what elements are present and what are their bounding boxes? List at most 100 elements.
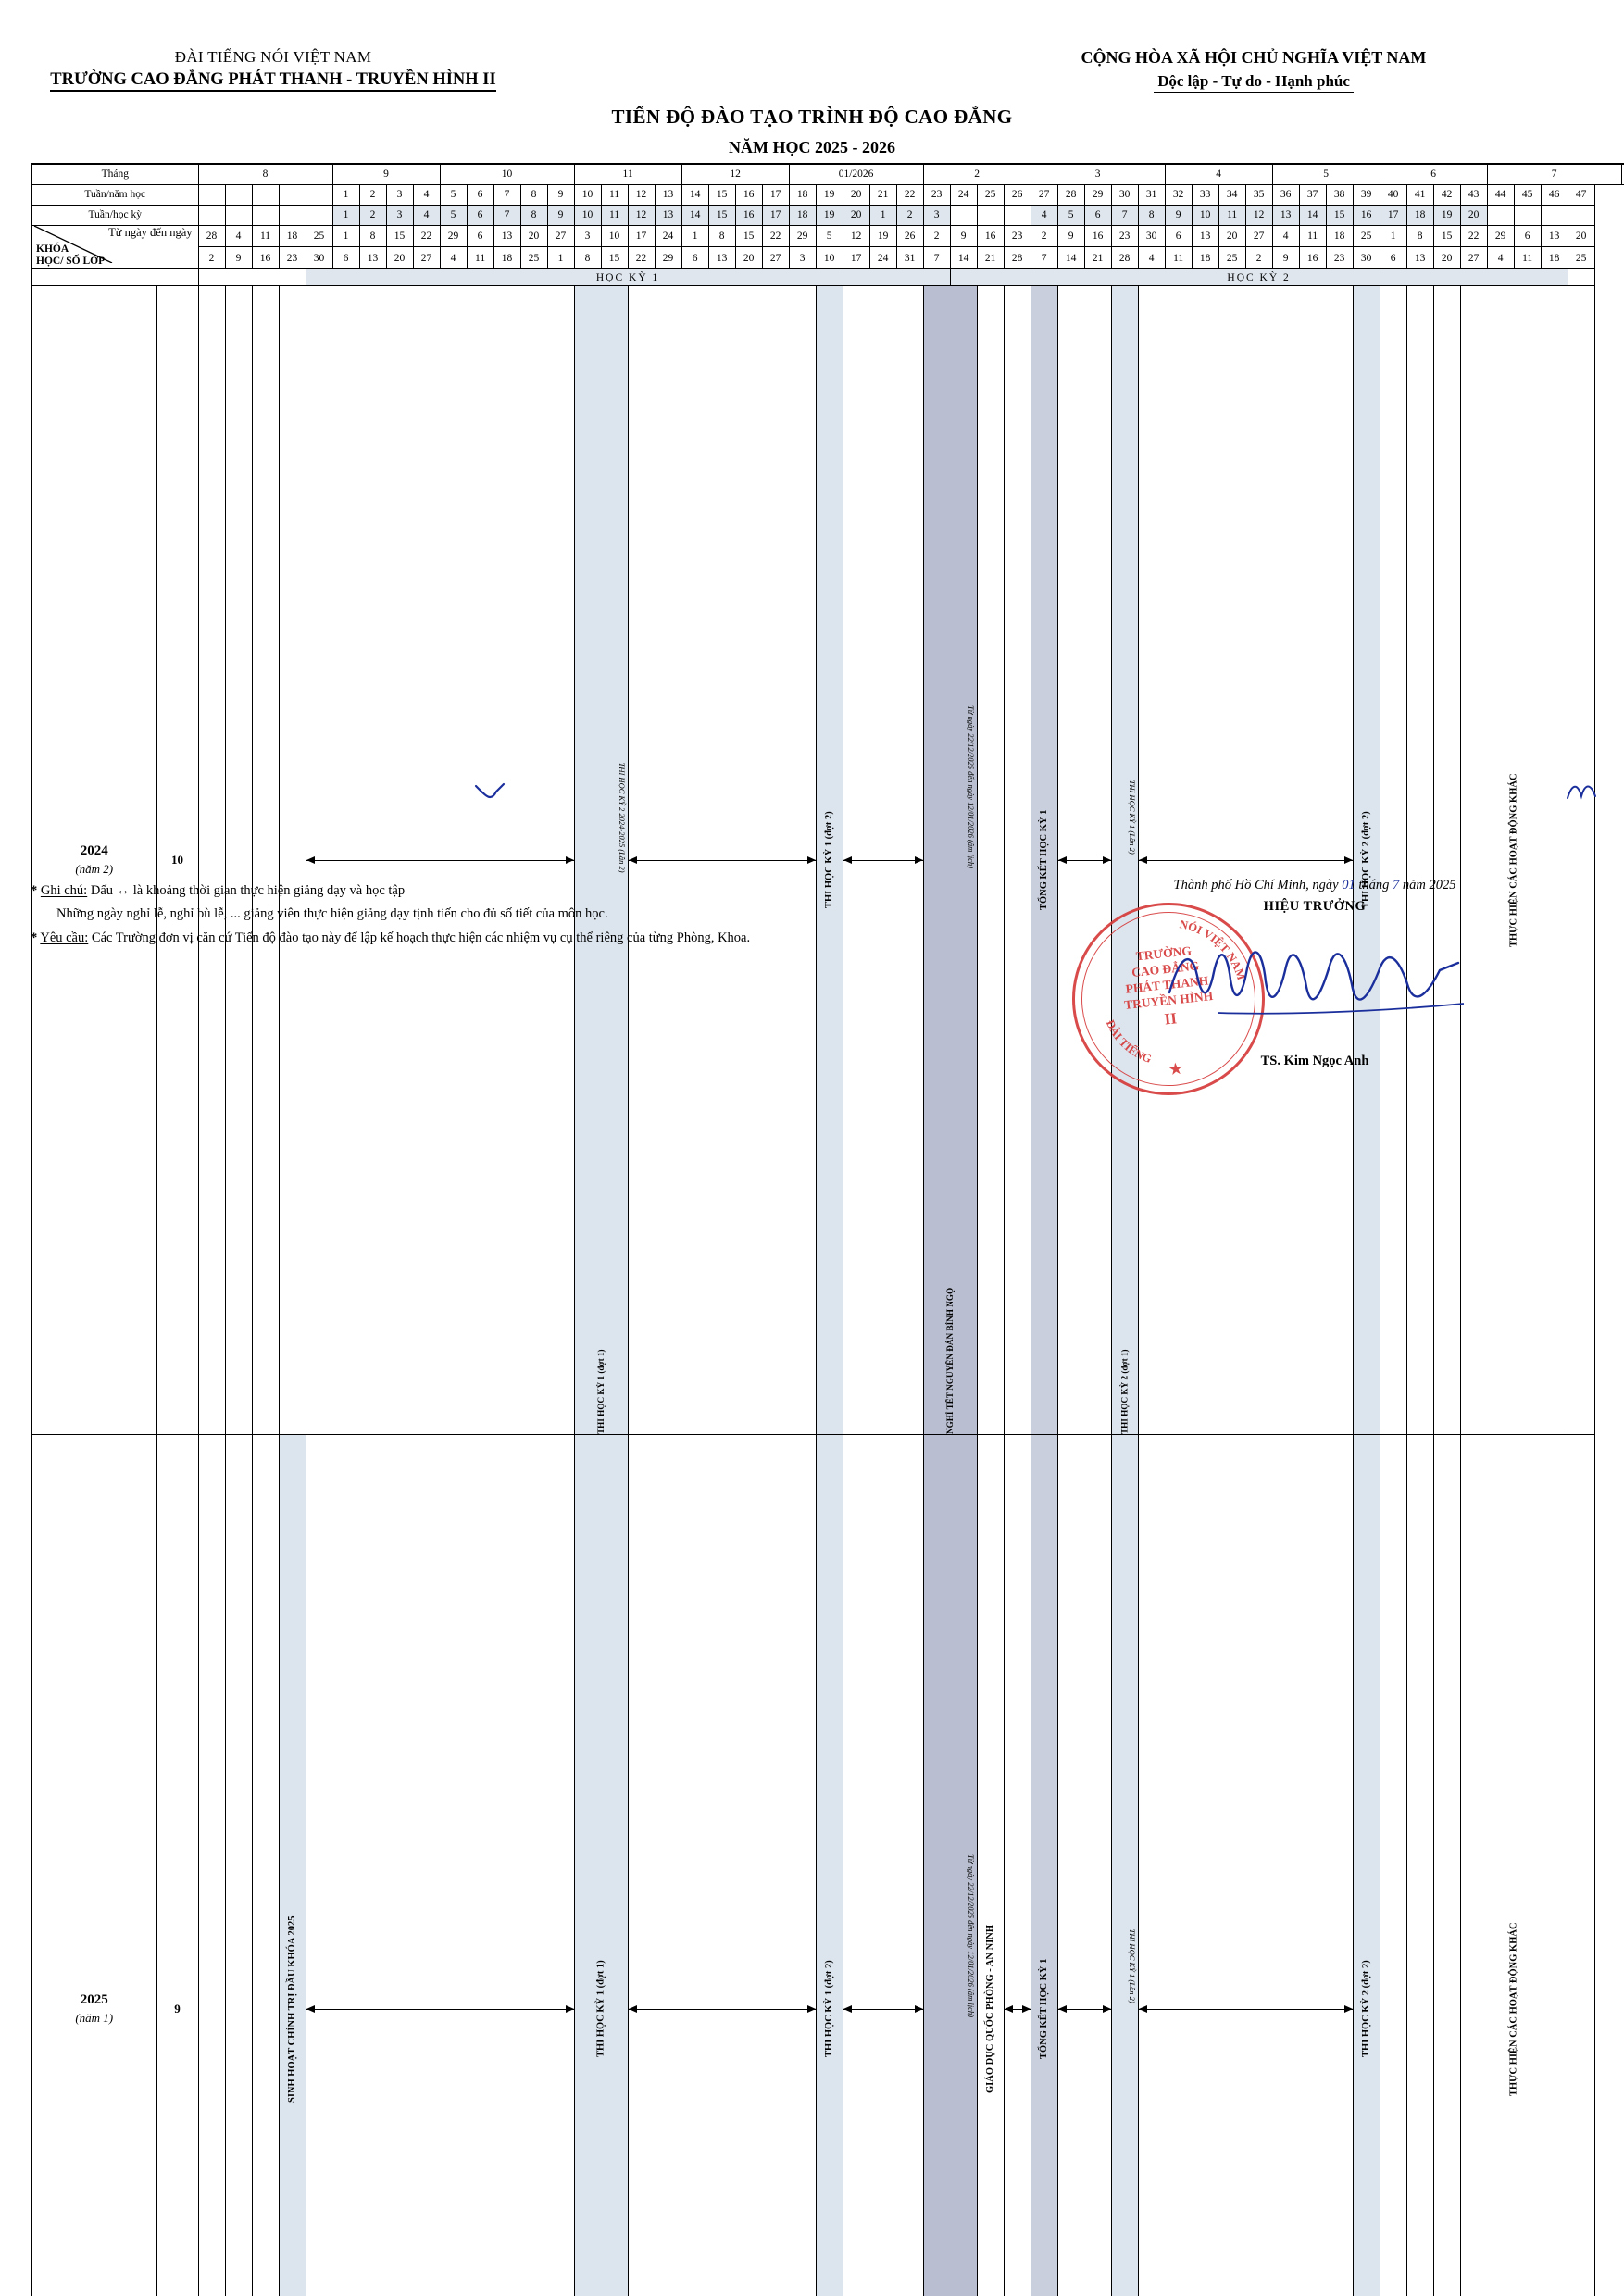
week-of-term-cell: 16	[1353, 205, 1380, 225]
week-of-term-cell	[1541, 205, 1568, 225]
svg-text:ĐÀI TIẾNG: ĐÀI TIẾNG	[1103, 1015, 1155, 1070]
date-from-cell: 12	[843, 225, 869, 247]
date-to-cell: 7	[923, 247, 950, 269]
event-label: SINH HOẠT CHÍNH TRỊ ĐẦU KHÓA 2025	[280, 1435, 306, 2296]
date-to-cell: 15	[601, 247, 628, 269]
date-from-cell: 28	[198, 225, 225, 247]
empty-week-cell	[198, 1435, 225, 2296]
event-label: THI HỌC KỲ 1 (đợt 2)	[817, 1435, 843, 2296]
event-label: NGHỈ TẾT NGUYÊN ĐÁN BÍNH NGỌTừ ngày 22/1…	[924, 1435, 977, 2296]
event-label-main: THI HỌC KỲ 1 (đợt 1)	[595, 1961, 606, 2058]
date-from-cell: 16	[977, 225, 1004, 247]
week-of-term-cell	[198, 205, 225, 225]
teaching-period-cell	[843, 1435, 923, 2296]
event-label: THỰC HIỆN CÁC HOẠT ĐỘNG KHÁC	[1461, 1435, 1568, 2296]
empty-week-cell	[1433, 286, 1460, 1435]
event-cell: THI HỌC KỲ 1 (đợt 2)	[816, 1435, 843, 2296]
week-of-year-cell: 1	[332, 184, 359, 205]
week-of-term-cell: 9	[1165, 205, 1192, 225]
date-from-cell: 22	[413, 225, 440, 247]
week-of-term-cell: 17	[762, 205, 789, 225]
week-of-term-cell: 10	[574, 205, 601, 225]
week-of-year-cell: 39	[1353, 184, 1380, 205]
teaching-period-cell	[1138, 1435, 1353, 2296]
date-from-cell: 6	[1514, 225, 1541, 247]
teaching-period-cell	[1057, 1435, 1111, 2296]
week-of-year-cell: 10	[574, 184, 601, 205]
week-of-year-cell: 5	[440, 184, 467, 205]
note-label-yeucau: Yêu cầu:	[40, 930, 88, 945]
date-to-cell: 14	[950, 247, 977, 269]
week-of-year-cell: 3	[386, 184, 413, 205]
date-from-cell: 9	[950, 225, 977, 247]
event-cell: THỰC HIỆN CÁC HOẠT ĐỘNG KHÁC	[1460, 1435, 1568, 2296]
week-of-year-cell	[198, 184, 225, 205]
event-label: GIÁO DỤC QUỐC PHÒNG - AN NINH	[978, 1435, 1004, 2296]
event-label: TỔNG KẾT HỌC KỲ 1	[1031, 286, 1057, 1434]
row-label-week-of-year: Tuần/năm học	[31, 184, 198, 205]
note-ghichu-sub: Những ngày nghỉ lễ, nghỉ bù lễ, ... giản…	[31, 903, 1012, 926]
month-header-cell: 01/2026	[789, 164, 923, 184]
event-label-main: THI HỌC KỲ 1 (đợt 2)	[824, 1961, 835, 2058]
week-of-year-cell: 31	[1138, 184, 1165, 205]
date-from-cell: 8	[1406, 225, 1433, 247]
event-cell: THI HỌC KỲ 2 (đợt 1)THI HỌC KỲ 1 (Lần 2)	[1111, 286, 1138, 1435]
place-text: Thành phố Hồ Chí Minh, ngày	[1174, 878, 1339, 892]
event-cell: GIÁO DỤC QUỐC PHÒNG - AN NINH	[977, 1435, 1004, 2296]
date-to-cell: 4	[1138, 247, 1165, 269]
teaching-period-cell	[628, 286, 816, 1435]
date-from-cell: 20	[520, 225, 547, 247]
duration-arrow-icon	[306, 2009, 574, 2010]
cohort-year: 2025(năm 1)	[75, 1992, 113, 2026]
month-header-cell: 7	[1487, 164, 1621, 184]
date-from-cell: 15	[1433, 225, 1460, 247]
event-label-main: SINH HOẠT CHÍNH TRỊ ĐẦU KHÓA 2025	[286, 1915, 297, 2102]
header-cell-month: Tháng	[31, 164, 198, 184]
week-of-year-cell: 32	[1165, 184, 1192, 205]
week-of-term-cell: 7	[493, 205, 520, 225]
duration-arrow-icon	[1139, 2009, 1353, 2010]
note-label-ghichu: Ghi chú:	[41, 883, 87, 898]
week-of-year-cell: 19	[816, 184, 843, 205]
week-of-year-cell: 24	[950, 184, 977, 205]
duration-arrow-icon	[1058, 860, 1111, 861]
date-to-cell: 23	[1326, 247, 1353, 269]
week-of-year-cell: 33	[1192, 184, 1218, 205]
date-from-cell: 2	[1031, 225, 1057, 247]
event-label-main: THỰC HIỆN CÁC HOẠT ĐỘNG KHÁC	[1508, 1922, 1519, 2096]
week-of-term-cell: 8	[520, 205, 547, 225]
date-from-cell: 29	[1487, 225, 1514, 247]
duration-arrow-icon	[1058, 2009, 1111, 2010]
week-of-term-cell	[1004, 205, 1031, 225]
date-to-cell: 29	[655, 247, 681, 269]
event-label: THI HỌC KỲ 1 (đợt 1)	[575, 1435, 628, 2296]
date-to-cell: 11	[1165, 247, 1192, 269]
date-from-cell: 13	[1192, 225, 1218, 247]
week-of-year-cell: 6	[467, 184, 493, 205]
empty-week-cell	[279, 286, 306, 1435]
date-from-cell: 15	[386, 225, 413, 247]
date-to-cell: 6	[332, 247, 359, 269]
date-to-cell: 18	[1192, 247, 1218, 269]
pen-tick-mark-2	[1565, 778, 1602, 805]
week-of-year-cell: 20	[843, 184, 869, 205]
empty-week-cell	[252, 286, 279, 1435]
week-of-year-cell: 18	[789, 184, 816, 205]
date-from-cell: 1	[332, 225, 359, 247]
date-from-cell: 18	[1326, 225, 1353, 247]
duration-arrow-icon	[629, 2009, 816, 2010]
week-of-term-cell: 11	[1218, 205, 1245, 225]
week-of-term-cell	[950, 205, 977, 225]
month-header-cell: 6	[1380, 164, 1487, 184]
event-cell: TỔNG KẾT HỌC KỲ 1	[1031, 1435, 1057, 2296]
date-to-cell: 13	[1406, 247, 1433, 269]
week-of-term-cell	[225, 205, 252, 225]
week-of-year-cell: 36	[1272, 184, 1299, 205]
month-header-cell: 4	[1165, 164, 1272, 184]
week-of-year-cell: 14	[681, 184, 708, 205]
week-of-term-cell: 4	[413, 205, 440, 225]
date-from-cell: 15	[735, 225, 762, 247]
cohort-cell: 2024(năm 2)	[31, 286, 156, 1435]
week-of-term-cell: 14	[681, 205, 708, 225]
